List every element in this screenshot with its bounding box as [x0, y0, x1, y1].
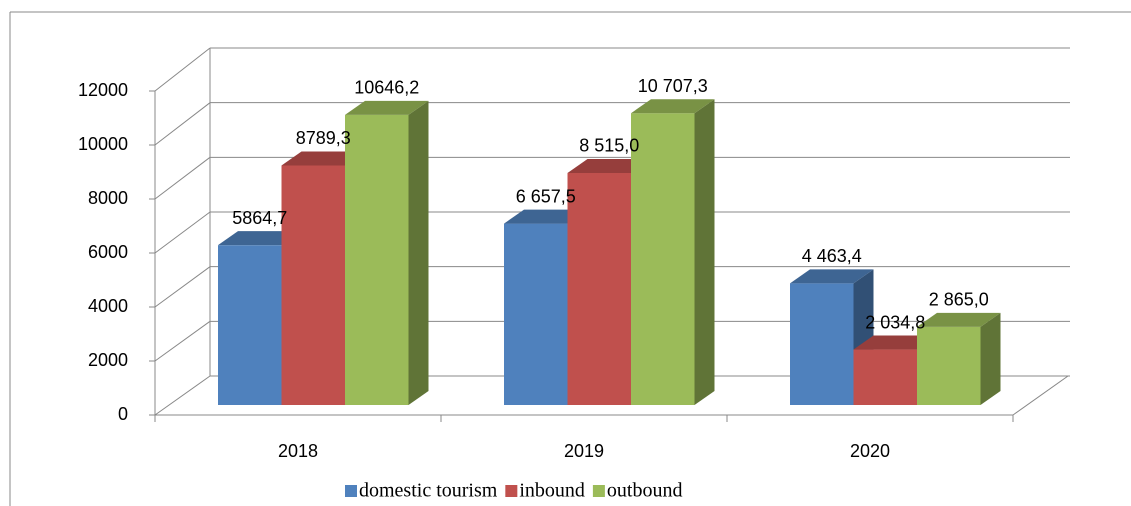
legend: domestic tourism inbound outbound — [345, 480, 682, 502]
bar-top — [853, 335, 937, 350]
bar-front — [281, 165, 345, 405]
x-tick-label: 2018 — [278, 441, 318, 461]
grid-line — [154, 102, 211, 146]
value-label: 8 515,0 — [579, 136, 639, 156]
bar-front — [567, 172, 631, 405]
grid-line — [154, 375, 211, 416]
bar-side — [980, 312, 1001, 405]
bar-top — [631, 99, 715, 114]
y-tick-label: 8000 — [88, 188, 128, 208]
bar-side — [408, 100, 429, 405]
bar-top — [345, 100, 429, 115]
bar-front — [790, 283, 854, 405]
grid-line — [154, 320, 211, 362]
grid-line — [154, 266, 211, 308]
legend-label: outbound — [607, 480, 683, 502]
bar-top — [504, 209, 588, 224]
floor-right — [1012, 375, 1069, 416]
y-tick-label: 12000 — [78, 80, 128, 100]
bar-front — [345, 114, 409, 405]
value-label: 2 865,0 — [929, 290, 989, 310]
bar-front — [218, 245, 282, 405]
value-label: 8789,3 — [296, 128, 351, 148]
bar-side — [694, 99, 715, 405]
y-tick-label: 0 — [118, 404, 128, 424]
grid-line — [154, 47, 211, 92]
bar-top — [790, 269, 874, 284]
x-tick-label: 2019 — [564, 441, 604, 461]
legend-swatch — [505, 485, 518, 497]
legend-swatch — [592, 485, 605, 497]
legend-label: domestic tourism — [359, 480, 498, 502]
value-label: 10 707,3 — [638, 76, 708, 96]
bar-top — [917, 312, 1001, 327]
value-label: 5864,7 — [232, 208, 287, 228]
value-label: 4 463,4 — [802, 246, 862, 266]
value-label: 10646,2 — [354, 78, 419, 98]
bar-front — [853, 349, 917, 405]
legend-label: inbound — [519, 480, 585, 502]
x-tick-label: 2020 — [850, 441, 890, 461]
value-label: 2 034,8 — [865, 312, 925, 332]
bar-top — [218, 231, 302, 246]
grid-line — [154, 211, 211, 254]
bar-top — [567, 158, 651, 173]
y-tick-label: 2000 — [88, 350, 128, 370]
legend-swatch — [345, 485, 357, 497]
grid-line — [154, 156, 211, 200]
bar-top — [281, 151, 365, 166]
y-tick-label: 6000 — [88, 242, 128, 262]
y-tick-label: 10000 — [78, 134, 128, 154]
value-label: 6 657,5 — [516, 186, 576, 206]
y-tick-label: 4000 — [88, 296, 128, 316]
bar-front — [504, 223, 568, 405]
bar-front — [631, 113, 695, 405]
bar-front — [917, 326, 981, 405]
